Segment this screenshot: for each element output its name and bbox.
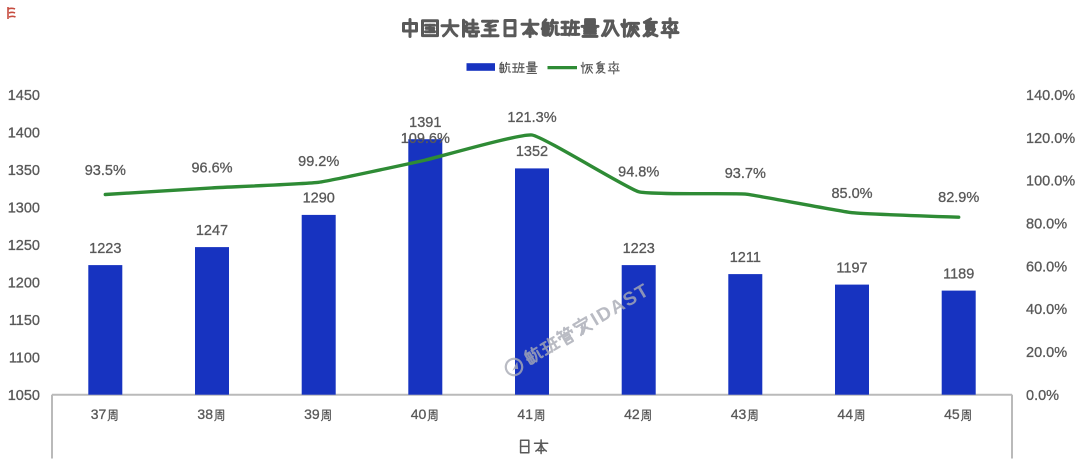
svg-text:1150: 1150 [9, 313, 40, 329]
svg-text:1200: 1200 [8, 275, 40, 291]
svg-text:85.0%: 85.0% [831, 186, 872, 202]
svg-text:43: 43 [731, 406, 747, 422]
svg-text:1211: 1211 [730, 250, 761, 266]
svg-text:40: 40 [411, 406, 427, 422]
svg-text:99.2%: 99.2% [298, 154, 339, 170]
svg-text:96.6%: 96.6% [191, 160, 232, 176]
svg-text:1223: 1223 [89, 241, 121, 257]
svg-text:93.7%: 93.7% [725, 166, 766, 182]
svg-text:120.0%: 120.0% [1026, 131, 1075, 147]
svg-text:1290: 1290 [303, 191, 335, 207]
svg-text:40.0%: 40.0% [1026, 302, 1067, 318]
svg-text:1250: 1250 [8, 238, 40, 254]
svg-text:1247: 1247 [196, 223, 228, 239]
svg-text:1223: 1223 [623, 241, 655, 257]
svg-text:41: 41 [517, 406, 533, 422]
svg-text:80.0%: 80.0% [1026, 217, 1067, 233]
svg-text:44: 44 [837, 406, 853, 422]
svg-text:1352: 1352 [516, 144, 548, 160]
svg-text:20.0%: 20.0% [1026, 345, 1067, 361]
svg-text:94.8%: 94.8% [618, 165, 659, 181]
svg-text:100.0%: 100.0% [1026, 174, 1075, 190]
svg-text:1189: 1189 [943, 266, 974, 282]
svg-text:1450: 1450 [8, 88, 40, 104]
svg-text:140.0%: 140.0% [1026, 88, 1075, 104]
svg-text:37: 37 [91, 406, 107, 422]
svg-text:45: 45 [944, 406, 960, 422]
svg-text:1300: 1300 [8, 201, 40, 217]
svg-text:1400: 1400 [8, 126, 40, 142]
svg-text:42: 42 [624, 406, 640, 422]
svg-text:60.0%: 60.0% [1026, 259, 1067, 275]
svg-text:0.0%: 0.0% [1026, 388, 1059, 404]
svg-text:1350: 1350 [8, 163, 40, 179]
svg-text:1100: 1100 [9, 350, 40, 366]
svg-text:93.5%: 93.5% [85, 163, 126, 179]
svg-text:121.3%: 121.3% [507, 110, 556, 126]
svg-text:82.9%: 82.9% [938, 190, 979, 206]
svg-text:109.6%: 109.6% [401, 131, 450, 147]
svg-text:38: 38 [197, 406, 213, 422]
svg-text:1050: 1050 [8, 388, 40, 404]
svg-text:39: 39 [304, 406, 320, 422]
svg-text:1197: 1197 [836, 260, 867, 276]
svg-text:1391: 1391 [409, 115, 441, 131]
